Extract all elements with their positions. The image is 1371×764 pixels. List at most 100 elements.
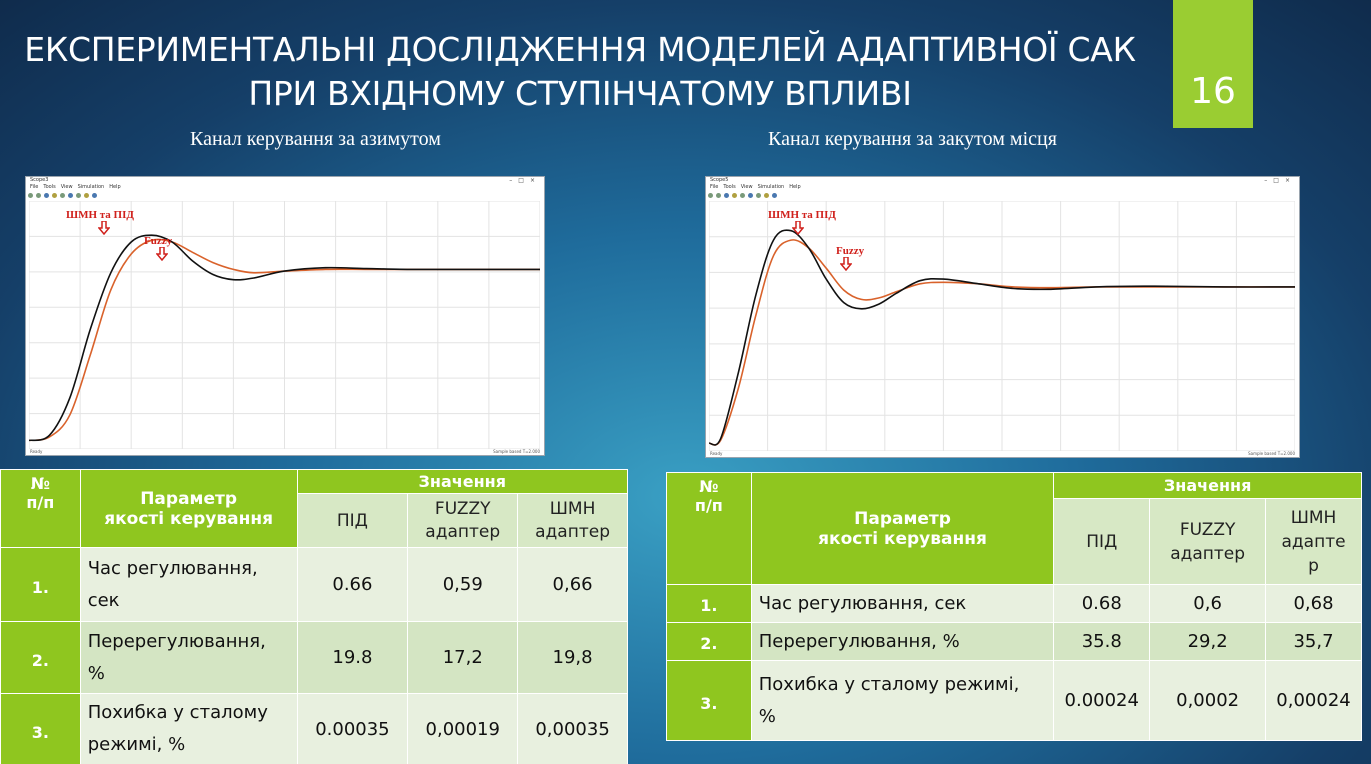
header-shmn: ШМН адапте р	[1265, 498, 1362, 585]
page-number: 16	[1173, 0, 1253, 128]
autoscale-icon[interactable]	[756, 193, 761, 198]
pan-icon[interactable]	[748, 193, 753, 198]
series-line-shmn-pid	[29, 234, 540, 442]
header-number: № п/п	[0, 469, 81, 548]
row-parameter: Час регулювання, сек	[79, 547, 298, 622]
scope-toolbar	[708, 192, 808, 199]
scope-toolbar	[28, 192, 128, 199]
title-line-1: ЕКСПЕРИМЕНТАЛЬНІ ДОСЛІДЖЕННЯ МОДЕЛЕЙ АДА…	[24, 30, 1136, 69]
value-pid: 0.00035	[296, 693, 409, 764]
zoom-icon[interactable]	[60, 193, 65, 198]
status-ready: Ready	[30, 449, 43, 454]
scope-menubar: File Tools View Simulation Help	[26, 184, 126, 191]
edit-icon[interactable]	[772, 193, 777, 198]
header-parameter: Параметр якості керування	[750, 472, 1055, 585]
scope-titlebar: Scope3	[30, 177, 49, 183]
table-row: 3. Похибка у сталому режимі, % 0.00035 0…	[0, 693, 628, 764]
header-pid: ПІД	[1053, 498, 1151, 585]
row-number: 3.	[666, 660, 752, 741]
settings-icon[interactable]	[28, 193, 33, 198]
label-shmn-pid: ШМН та ПІД	[66, 209, 134, 221]
stop-icon[interactable]	[52, 193, 57, 198]
menu-help[interactable]: Help	[789, 184, 801, 190]
row-number: 1.	[666, 584, 752, 623]
menu-simulation[interactable]: Simulation	[77, 184, 105, 190]
value-shmn: 0,66	[517, 547, 628, 622]
cursor-icon[interactable]	[764, 193, 769, 198]
window-controls[interactable]: –□×	[509, 177, 541, 184]
menu-file[interactable]: File	[710, 184, 719, 190]
stop-icon[interactable]	[732, 193, 737, 198]
value-shmn: 0,00024	[1265, 660, 1362, 741]
arrow-down-icon	[98, 221, 110, 235]
step-icon[interactable]	[724, 193, 729, 198]
value-fuzzy: 0,6	[1149, 584, 1267, 623]
maximize-icon[interactable]: □	[1273, 177, 1285, 184]
cursor-icon[interactable]	[84, 193, 89, 198]
table-row: 2. Перерегулювання, % 35.8 29,2 35,7	[666, 622, 1362, 661]
table-row: 2. Перерегулювання, % 19.8 17,2 19,8	[0, 621, 628, 694]
scope-statusbar: Ready Sample based T=2.000	[26, 449, 544, 455]
value-pid: 35.8	[1053, 622, 1151, 661]
row-parameter: Похибка у сталому режимі, %	[750, 660, 1055, 741]
header-pid: ПІД	[296, 493, 409, 548]
value-fuzzy: 0,0002	[1149, 660, 1267, 741]
menu-tools[interactable]: Tools	[723, 184, 736, 190]
pan-icon[interactable]	[68, 193, 73, 198]
menu-view[interactable]: View	[740, 184, 753, 190]
value-pid: 19.8	[296, 621, 409, 694]
menu-simulation[interactable]: Simulation	[757, 184, 785, 190]
scope-menubar: File Tools View Simulation Help	[706, 184, 806, 191]
autoscale-icon[interactable]	[76, 193, 81, 198]
header-parameter: Параметр якості керування	[79, 469, 298, 548]
row-number: 2.	[666, 622, 752, 661]
scope-statusbar: Ready Sample based T=2.000	[706, 451, 1299, 457]
value-fuzzy: 0,59	[407, 547, 519, 622]
run-icon[interactable]	[716, 193, 721, 198]
quality-table-elevation: № п/п Параметр якості керування Значення…	[666, 472, 1362, 741]
menu-tools[interactable]: Tools	[43, 184, 56, 190]
arrow-down-icon	[156, 247, 168, 261]
menu-file[interactable]: File	[30, 184, 39, 190]
row-number: 3.	[0, 693, 81, 764]
value-fuzzy: 17,2	[407, 621, 519, 694]
zoom-icon[interactable]	[740, 193, 745, 198]
scope-window-elevation: Scope5 –□× File Tools View Simulation Help Ш…	[705, 176, 1300, 458]
value-fuzzy: 29,2	[1149, 622, 1267, 661]
arrow-down-icon	[792, 221, 804, 235]
header-fuzzy: FUZZY адаптер	[1149, 498, 1267, 585]
menu-help[interactable]: Help	[109, 184, 121, 190]
close-icon[interactable]: ×	[529, 177, 541, 184]
minimize-icon[interactable]: –	[509, 177, 519, 184]
maximize-icon[interactable]: □	[518, 177, 530, 184]
label-fuzzy: Fuzzy	[144, 235, 173, 247]
value-shmn: 0,68	[1265, 584, 1362, 623]
caption-azimuth: Канал керування за азимутом	[190, 128, 441, 150]
close-icon[interactable]: ×	[1284, 177, 1296, 184]
menu-view[interactable]: View	[60, 184, 73, 190]
minimize-icon[interactable]: –	[1264, 177, 1274, 184]
row-number: 2.	[0, 621, 81, 694]
value-pid: 0.68	[1053, 584, 1151, 623]
window-controls[interactable]: –□×	[1264, 177, 1296, 184]
series-line-shmn-pid	[709, 229, 1295, 446]
value-pid: 0.00024	[1053, 660, 1151, 741]
step-icon[interactable]	[44, 193, 49, 198]
label-shmn-pid: ШМН та ПІД	[768, 209, 836, 221]
header-number: № п/п	[666, 472, 752, 585]
status-sample: Sample based T=2.000	[493, 449, 540, 454]
caption-elevation: Канал керування за закутом місця	[768, 128, 1057, 150]
header-values: Значення	[296, 469, 629, 494]
status-ready: Ready	[710, 451, 723, 456]
slide-title: ЕКСПЕРИМЕНТАЛЬНІ ДОСЛІДЖЕННЯ МОДЕЛЕЙ АДА…	[0, 28, 1160, 116]
value-fuzzy: 0,00019	[407, 693, 519, 764]
settings-icon[interactable]	[708, 193, 713, 198]
value-shmn: 35,7	[1265, 622, 1362, 661]
row-number: 1.	[0, 547, 81, 622]
title-line-2: ПРИ ВХІДНОМУ СТУПІНЧАТОМУ ВПЛИВІ	[248, 74, 912, 113]
arrow-down-icon	[840, 257, 852, 271]
row-parameter: Час регулювання, сек	[750, 584, 1055, 623]
run-icon[interactable]	[36, 193, 41, 198]
edit-icon[interactable]	[92, 193, 97, 198]
response-plot-azimuth	[29, 201, 540, 449]
